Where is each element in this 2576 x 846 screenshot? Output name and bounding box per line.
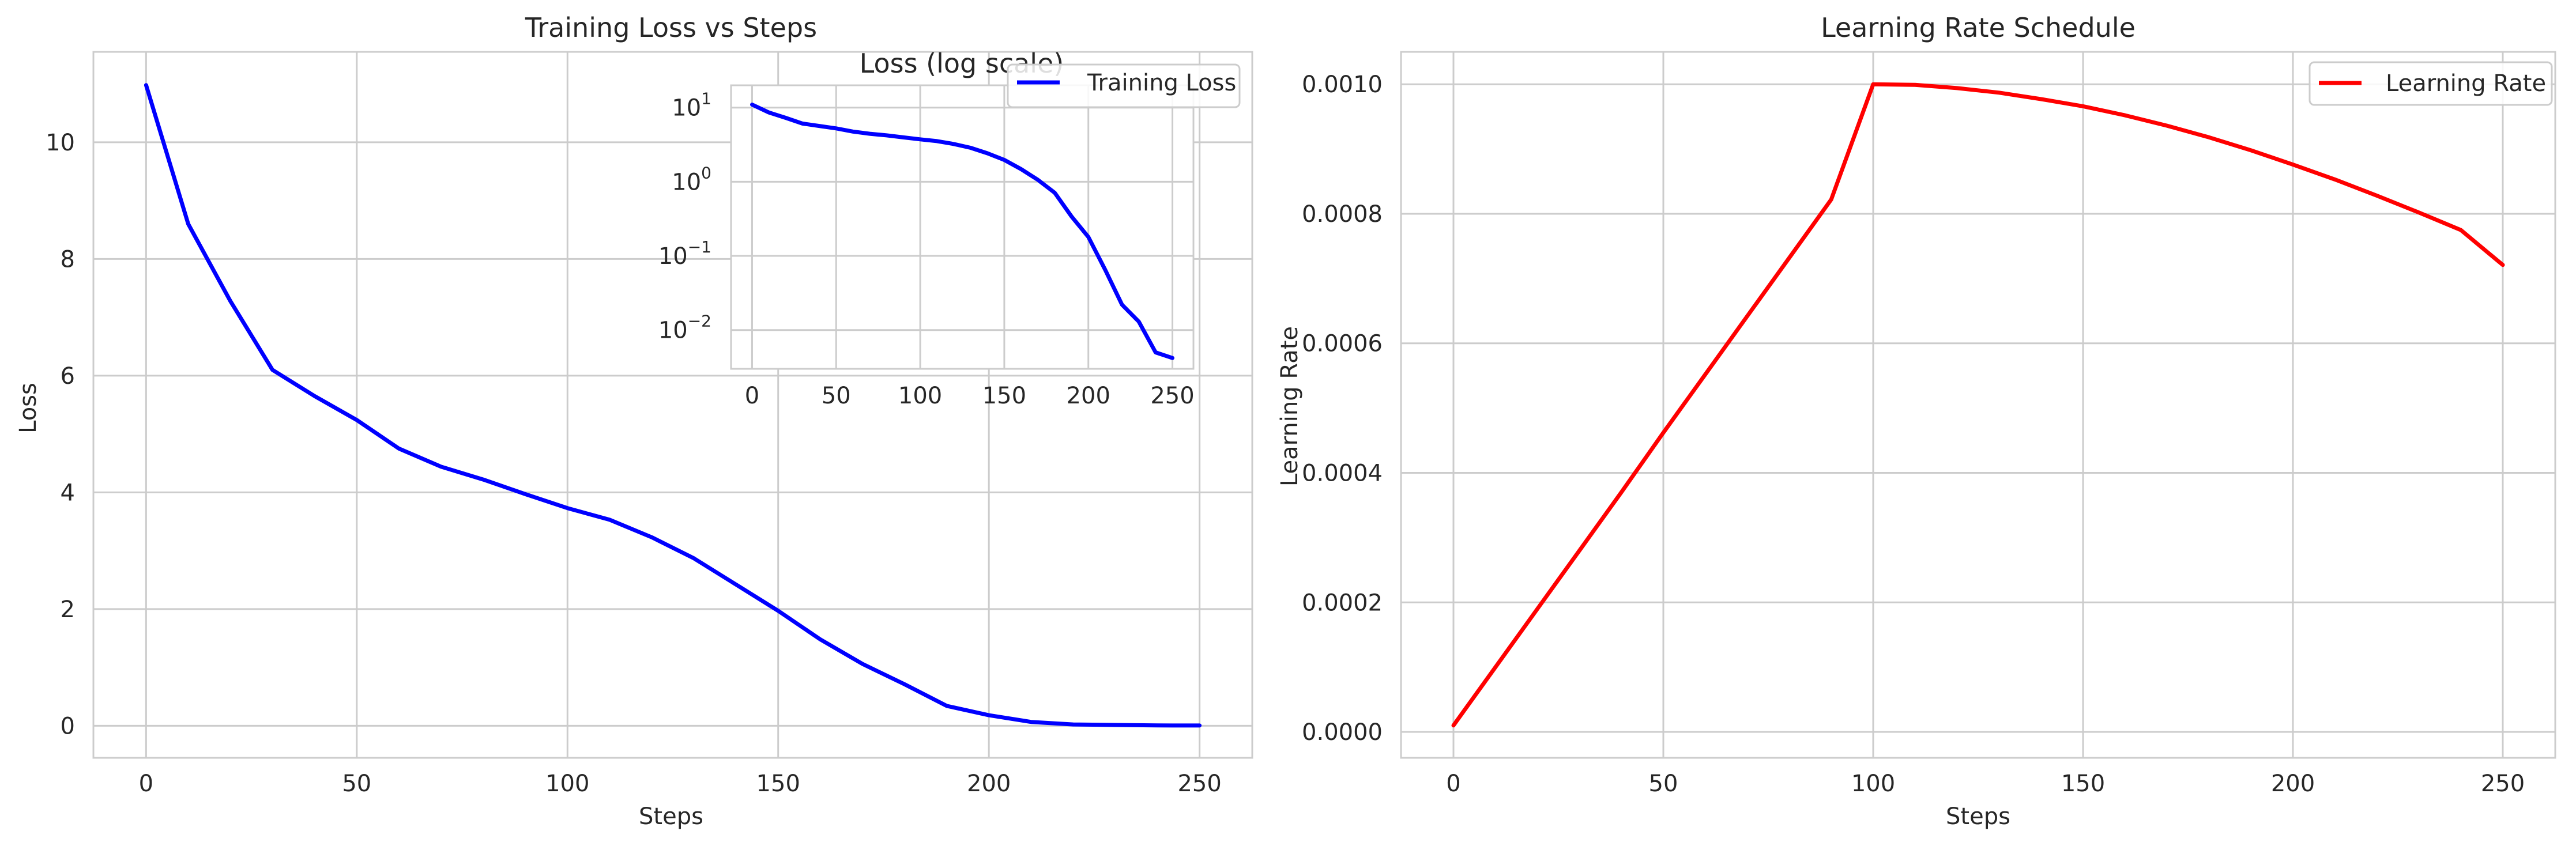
lr-chart-ylabel: Learning Rate (1276, 326, 1303, 486)
loss-chart-xtick-label: 50 (342, 771, 371, 797)
lr-chart-ytick-label: 0.0000 (1302, 719, 1383, 746)
lr-chart-xtick-label: 250 (2481, 771, 2525, 797)
loss-chart-xlabel: Steps (639, 803, 703, 830)
lr-chart-ytick-label: 0.0008 (1302, 201, 1383, 228)
loss-chart-ylabel: Loss (15, 383, 42, 433)
lr-chart-ytick-label: 0.0004 (1302, 460, 1383, 487)
loss-chart-series-line (144, 83, 1202, 728)
lr-chart-plot-area (1401, 52, 2555, 758)
loss-legend-label: Training Loss (1087, 70, 1236, 96)
lr-chart-series-line (1451, 82, 2505, 728)
lr-chart-xtick-label: 100 (1851, 771, 1895, 797)
lr-legend: Learning Rate (2308, 61, 2553, 106)
lr-legend-box (2308, 61, 2553, 106)
lr-chart-frame (1400, 51, 2556, 759)
inset-loss-series-line (750, 103, 1174, 360)
loss-legend: Training Loss (1007, 63, 1241, 108)
inset-loss-xtick-label: 100 (898, 383, 942, 409)
loss-chart-ytick-label: 6 (61, 363, 75, 390)
loss-chart-ytick-label: 10 (46, 130, 75, 156)
loss-chart-frame (92, 51, 1253, 759)
lr-chart-title: Learning Rate Schedule (1821, 12, 2136, 43)
loss-chart-ytick-label: 4 (61, 479, 75, 506)
lr-chart-axes: 0 50 100 150 200 250 0.0000 0.0002 0.0004 0.0006 0… (1302, 51, 2556, 797)
inset-loss-xtick-label: 50 (822, 383, 851, 409)
inset-loss-plot-area (731, 85, 1193, 369)
loss-chart-xtick-label: 200 (967, 771, 1011, 797)
inset-loss-xtick-label: 150 (982, 383, 1026, 409)
loss-chart-xtick-label: 100 (545, 771, 589, 797)
lr-chart-xtick-label: 200 (2271, 771, 2315, 797)
inset-loss-xtick-label: 0 (745, 383, 759, 409)
loss-chart-ytick-label: 2 (61, 596, 75, 623)
lr-chart-xtick-label: 150 (2061, 771, 2105, 797)
lr-chart-ytick-label: 0.0010 (1302, 71, 1383, 98)
loss-chart-ytick-label: 8 (61, 246, 75, 273)
inset-loss-xtick-label: 200 (1067, 383, 1110, 409)
lr-chart-xlabel: Steps (1946, 803, 2010, 830)
lr-legend-label: Learning Rate (2386, 70, 2546, 97)
loss-chart-xtick-label: 0 (139, 771, 153, 797)
loss-legend-box (1007, 63, 1241, 108)
loss-chart-xtick-label: 250 (1177, 771, 1221, 797)
loss-chart-ytick-label: 0 (61, 713, 75, 739)
lr-chart-xtick-label: 0 (1446, 771, 1460, 797)
inset-loss-frame (730, 84, 1195, 370)
loss-chart-title: Training Loss vs Steps (525, 12, 817, 43)
inset-loss-ytick-label: 100 (672, 163, 711, 195)
lr-chart-ytick-label: 0.0006 (1302, 331, 1383, 357)
lr-chart-ytick-label: 0.0002 (1302, 590, 1383, 616)
lr-chart-xtick-label: 50 (1649, 771, 1678, 797)
loss-chart-xtick-label: 150 (756, 771, 800, 797)
inset-loss-xtick-label: 250 (1150, 383, 1194, 409)
